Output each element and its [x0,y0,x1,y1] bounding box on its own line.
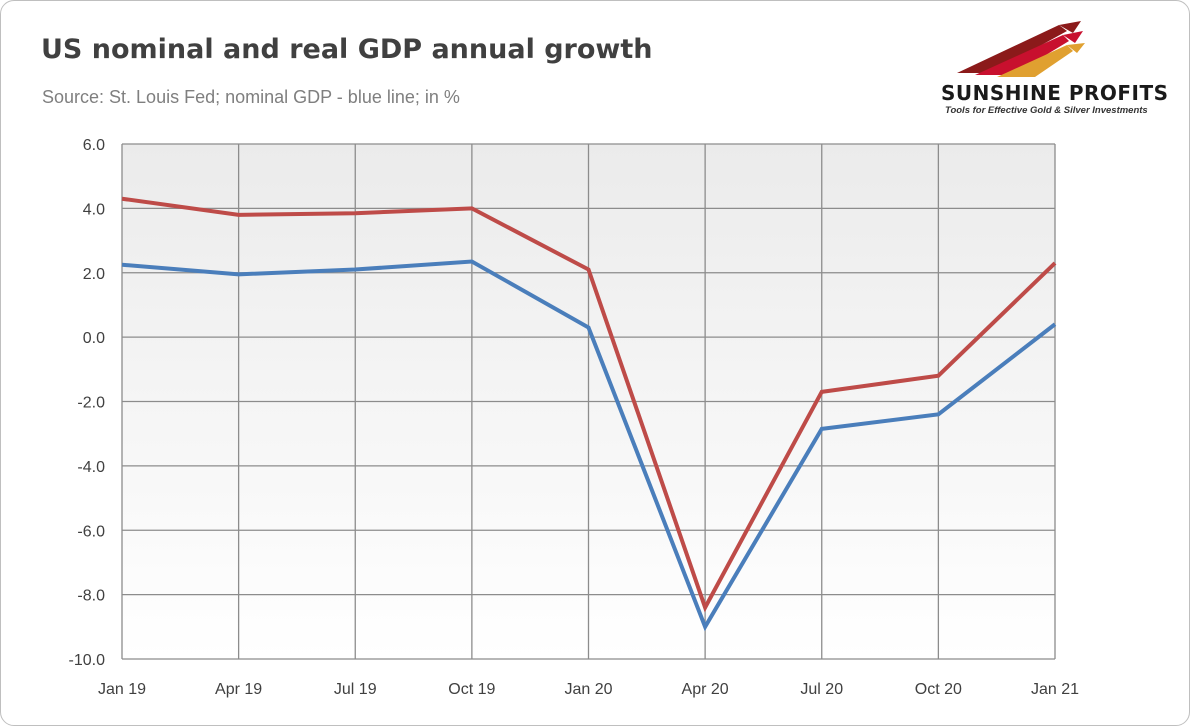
logo-name: SUNSHINE PROFITS [941,81,1169,105]
x-tick-label: Jan 19 [98,681,146,698]
x-tick-label: Apr 20 [682,681,729,698]
series-line-0 [121,196,1057,613]
logo-arrows-icon [957,21,1085,77]
x-tick-label: Jan 20 [564,681,612,698]
x-axis-ticks: Jan 19 Apr 19 Jul 19 Oct 19 Jan 20 Apr 20 Jul … [98,681,1079,698]
y-tick-label: 0.0 [83,330,105,347]
y-tick-label: 2.0 [83,266,105,283]
x-tick-label: Apr 19 [215,681,262,698]
y-tick-label: 4.0 [83,201,105,218]
x-tick-label: Jan 21 [1031,681,1079,698]
x-tick-label: Oct 20 [915,681,962,698]
y-tick-label: -2.0 [77,395,105,412]
x-tick-label: Oct 19 [448,681,495,698]
y-tick-label: -8.0 [77,588,105,605]
logo-tagline: Tools for Effective Gold & Silver Invest… [945,105,1148,116]
x-tick-label: Jul 19 [334,681,377,698]
series-line-1 [121,259,1057,632]
chart-subtitle: Source: St. Louis Fed; nominal GDP - blu… [42,87,460,107]
chart-title: US nominal and real GDP annual growth [41,34,653,65]
sunshine-profits-logo: SUNSHINE PROFITS Tools for Effective Gol… [931,19,1171,119]
gridlines [121,143,1056,660]
x-tick-label: Jul 20 [800,681,843,698]
y-tick-label: -6.0 [77,523,105,540]
y-tick-label: 6.0 [83,137,105,154]
y-tick-label: -10.0 [69,652,106,669]
y-tick-label: -4.0 [77,459,105,476]
series-lines [121,196,1057,632]
y-axis-ticks: 6.0 4.0 2.0 0.0 -2.0 -4.0 -6.0 -8.0 -10.0 [69,137,106,669]
